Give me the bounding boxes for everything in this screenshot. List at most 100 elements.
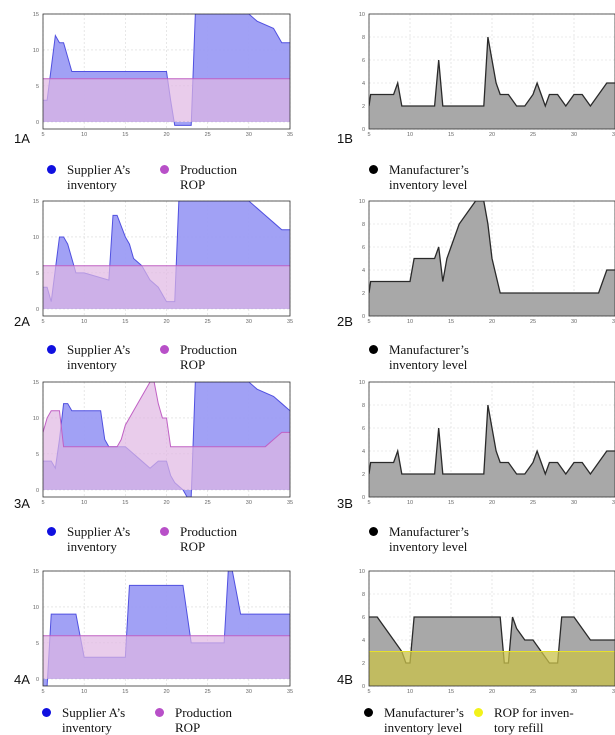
x-tick-label: 5 <box>41 132 44 138</box>
y-tick-label: 10 <box>359 569 365 575</box>
legend-supplier-2A: Supplier A’s inventory <box>47 342 130 372</box>
series-layer <box>369 36 615 129</box>
y-tick-label: 10 <box>33 48 39 54</box>
legend-manufacturer-4B: Manufacturer’s inventory level <box>364 705 464 735</box>
y-tick-label: 0 <box>36 307 39 313</box>
legend-rop-3A: Production ROP <box>160 524 237 554</box>
x-tick-label: 15 <box>448 500 454 506</box>
y-tick-label: 2 <box>362 472 365 478</box>
series-layer <box>369 616 615 686</box>
y-tick-label: 10 <box>33 605 39 611</box>
legend-dot-rop <box>160 345 169 354</box>
x-tick-label: 10 <box>81 500 87 506</box>
panel-label-1A: 1A <box>14 131 30 146</box>
legend-manufacturer-2B: Manufacturer’s inventory level <box>369 342 469 372</box>
x-tick-label: 15 <box>448 319 454 325</box>
x-tick-label: 5 <box>41 689 44 695</box>
y-tick-label: 5 <box>36 641 39 647</box>
x-tick-label: 30 <box>571 500 577 506</box>
x-tick-label: 35 <box>612 500 615 506</box>
panel-label-3A: 3A <box>14 496 30 511</box>
y-tick-label: 0 <box>36 488 39 494</box>
panel-label-4A: 4A <box>14 672 30 687</box>
legend-supplier-3A: Supplier A’s inventory <box>47 524 130 554</box>
x-tick-label: 35 <box>612 319 615 325</box>
x-tick-label: 30 <box>571 132 577 138</box>
x-tick-label: 20 <box>489 132 495 138</box>
x-tick-label: 35 <box>287 132 293 138</box>
x-tick-label: 35 <box>287 319 293 325</box>
y-tick-label: 4 <box>362 81 365 87</box>
legend-dot-supplier <box>42 708 51 717</box>
legend-dot-supplier <box>47 527 56 536</box>
x-tick-label: 25 <box>205 689 211 695</box>
legend-dot-manufacturer <box>364 708 373 717</box>
x-tick-label: 25 <box>205 132 211 138</box>
x-tick-label: 25 <box>205 500 211 506</box>
y-tick-label: 10 <box>33 416 39 422</box>
chart-4B: 5 10 15 20 25 30 35 0 2 4 6 8 10 <box>359 569 615 695</box>
x-tick-label: 35 <box>287 689 293 695</box>
plot-frame <box>42 200 291 317</box>
y-tick-label: 0 <box>36 120 39 126</box>
x-tick-label: 5 <box>41 319 44 325</box>
y-tick-label: 10 <box>359 380 365 386</box>
y-tick-label: 5 <box>36 271 39 277</box>
x-tick-label: 30 <box>571 319 577 325</box>
series-line-manufacturer <box>369 201 615 294</box>
x-tick-label: 25 <box>205 319 211 325</box>
y-tick-label: 0 <box>362 127 365 133</box>
x-tick-label: 5 <box>41 500 44 506</box>
x-tick-label: 15 <box>122 319 128 325</box>
y-tick-label: 6 <box>362 245 365 251</box>
x-tick-label: 5 <box>367 689 370 695</box>
y-tick-label: 6 <box>362 58 365 64</box>
series-line-manufacturer <box>369 404 615 476</box>
panel-label-4B: 4B <box>337 672 353 687</box>
x-tick-label: 10 <box>407 132 413 138</box>
y-tick-label: 8 <box>362 35 365 41</box>
x-tick-label: 30 <box>246 132 252 138</box>
y-tick-label: 15 <box>33 199 39 205</box>
legend-rop-1A: Production ROP <box>160 162 237 192</box>
panel-label-2A: 2A <box>14 314 30 329</box>
x-tick-label: 25 <box>530 319 536 325</box>
series-area-rop <box>43 382 290 490</box>
y-tick-label: 0 <box>362 684 365 690</box>
plot-frame <box>368 200 615 317</box>
legend-dot-refill <box>474 708 483 717</box>
legend-dot-rop <box>160 165 169 174</box>
x-tick-label: 20 <box>489 319 495 325</box>
series-line-manufacturer <box>369 36 615 108</box>
y-tick-label: 5 <box>36 84 39 90</box>
x-tick-label: 15 <box>122 689 128 695</box>
plot-frame <box>42 570 291 687</box>
y-tick-label: 10 <box>359 199 365 205</box>
y-tick-label: 4 <box>362 268 365 274</box>
panel-label-1B: 1B <box>337 131 353 146</box>
legend-dot-manufacturer <box>369 165 378 174</box>
x-tick-label: 25 <box>530 132 536 138</box>
series-line-supplier <box>43 571 290 686</box>
panel-label-3B: 3B <box>337 496 353 511</box>
legend-dot-supplier <box>47 165 56 174</box>
y-tick-label: 6 <box>362 615 365 621</box>
legend-manufacturer-3B: Manufacturer’s inventory level <box>369 524 469 554</box>
x-tick-label: 15 <box>122 500 128 506</box>
plot-frame <box>368 13 615 130</box>
x-tick-label: 10 <box>407 689 413 695</box>
series-layer <box>369 404 615 497</box>
x-tick-label: 25 <box>530 689 536 695</box>
series-area-rop <box>43 78 290 122</box>
y-tick-label: 10 <box>359 12 365 18</box>
chart-1B: 5 10 15 20 25 30 35 0 2 4 6 8 10 <box>359 12 615 138</box>
y-tick-label: 0 <box>36 677 39 683</box>
legend-rop-2A: Production ROP <box>160 342 237 372</box>
legend-dot-rop <box>155 708 164 717</box>
y-tick-label: 2 <box>362 291 365 297</box>
y-tick-label: 15 <box>33 12 39 18</box>
